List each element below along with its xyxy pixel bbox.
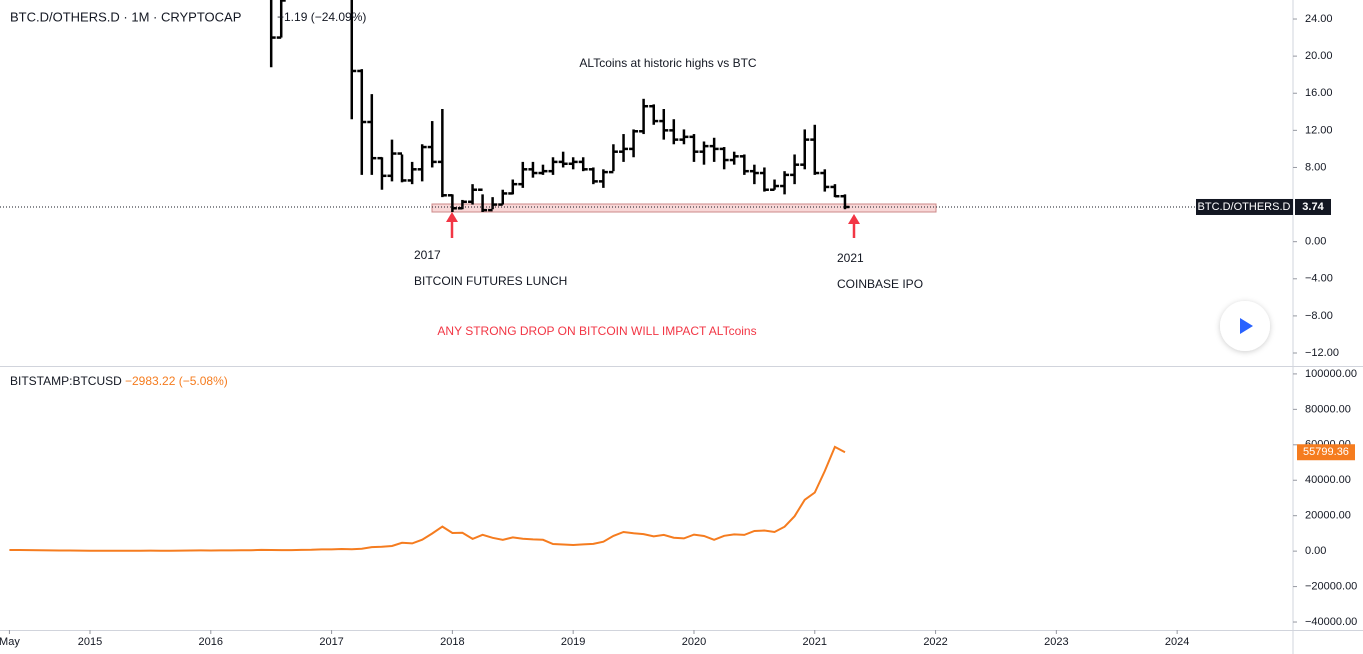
change: −2983.22 (−5.08%) <box>125 374 228 388</box>
y-tick-label: 40000.00 <box>1305 474 1351 486</box>
x-tick-label: 2016 <box>199 636 223 648</box>
y-tick-label: 80000.00 <box>1305 403 1351 415</box>
last-price-bg <box>1295 198 1331 215</box>
support-zone <box>431 203 937 213</box>
y-tick-label: 8.00 <box>1305 161 1326 173</box>
change: −1.19 (−24.09%) <box>277 10 366 24</box>
y-tick-label: 20.00 <box>1305 50 1333 62</box>
x-tick-label: 2022 <box>923 636 947 648</box>
y-tick-label: 16.00 <box>1305 87 1333 99</box>
annotation: ALTcoins at historic highs vs BTC <box>579 56 757 70</box>
x-tick-label: 2024 <box>1165 636 1189 648</box>
last-price-label: 3.74 <box>1302 201 1324 213</box>
x-tick-label: May <box>0 636 20 648</box>
y-tick-label: 12.00 <box>1305 124 1333 136</box>
x-tick-label: 2015 <box>78 636 102 648</box>
last-price-bg <box>1297 444 1355 461</box>
x-tick-label: 2020 <box>682 636 706 648</box>
y-tick-label: −40000.00 <box>1305 616 1357 628</box>
annotation: COINBASE IPO <box>837 277 923 291</box>
play-button[interactable] <box>1220 301 1270 351</box>
y-tick-label: 100000.00 <box>1305 368 1357 380</box>
chart-title: BITSTAMP:BTCUSD <box>10 374 122 388</box>
annotation: BITCOIN FUTURES LUNCH <box>414 274 567 288</box>
arrow <box>446 212 860 238</box>
price-line <box>9 445 846 552</box>
x-tick-label: 2019 <box>561 636 585 648</box>
annotation: ANY STRONG DROP ON BITCOIN WILL IMPACT A… <box>437 324 756 338</box>
bottom-pane <box>9 445 846 552</box>
x-tick-label: 2021 <box>803 636 827 648</box>
top-pane <box>269 0 850 212</box>
y-tick-label: 0.00 <box>1305 236 1326 248</box>
y-tick-label: −20000.00 <box>1305 580 1357 592</box>
y-tick-label: 0.00 <box>1305 545 1326 557</box>
y-tick-label: −12.00 <box>1305 347 1339 359</box>
x-tick-label: 2023 <box>1044 636 1068 648</box>
y-tick-label: −4.00 <box>1305 273 1333 285</box>
x-tick-label: 2017 <box>319 636 343 648</box>
annotation: 2021 <box>837 251 864 265</box>
y-tick-label: 24.00 <box>1305 13 1333 25</box>
last-price-label: 55799.36 <box>1303 446 1349 458</box>
x-tick-label: 2018 <box>440 636 464 648</box>
last-price-name-bg <box>1196 198 1293 215</box>
y-tick-label: 20000.00 <box>1305 510 1351 522</box>
annotation: 2017 <box>414 248 441 262</box>
chart-title: BTC.D/OTHERS.D · 1M · CRYPTOCAP <box>10 9 241 24</box>
y-tick-label: −8.00 <box>1305 310 1333 322</box>
last-price-name: BTC.D/OTHERS.D <box>1198 201 1291 213</box>
